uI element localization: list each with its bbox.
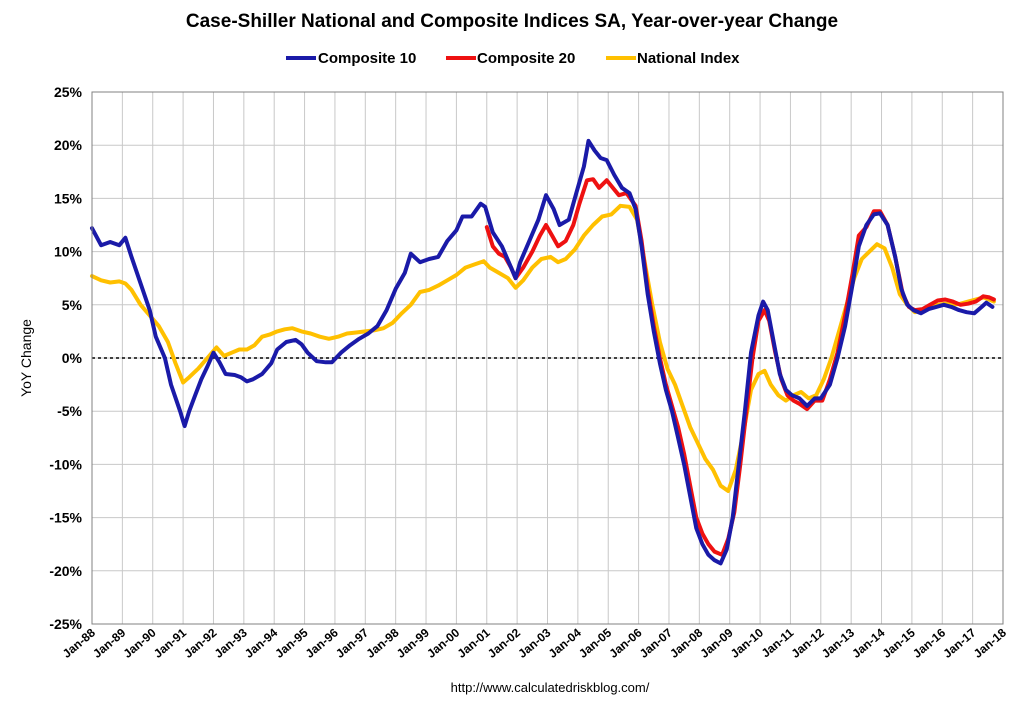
source-url: http://www.calculatedriskblog.com/	[451, 680, 650, 695]
y-tick-label: -10%	[49, 456, 82, 472]
series-lines	[90, 138, 996, 566]
y-tick-label: -20%	[49, 563, 82, 579]
legend-label-composite-10: Composite 10	[318, 50, 416, 67]
y-tick-label: 25%	[54, 84, 83, 100]
y-tick-label: 10%	[54, 244, 83, 260]
legend-label-national-index: National Index	[637, 50, 740, 67]
y-tick-label: 0%	[62, 350, 83, 366]
y-axis-label: YoY Change	[18, 319, 34, 397]
legend-label-composite-20: Composite 20	[477, 50, 575, 67]
plot-area-border	[91, 91, 1004, 625]
y-tick-label: -25%	[49, 616, 82, 632]
y-tick-label: 5%	[62, 297, 83, 313]
legend: Composite 10 Composite 20 National Index	[286, 50, 740, 67]
y-tick-label: 20%	[54, 137, 83, 153]
y-tick-label: -15%	[49, 510, 82, 526]
series-line-composite-10	[90, 138, 995, 566]
y-tick-label: 15%	[54, 190, 83, 206]
series-line-national-index	[90, 203, 996, 493]
chart-title: Case-Shiller National and Composite Indi…	[186, 11, 838, 32]
y-axis-ticks: 25% 20% 15% 10% 5% 0% -5% -10% -15% -20% -25%	[49, 84, 82, 632]
y-tick-label: -5%	[57, 403, 82, 419]
